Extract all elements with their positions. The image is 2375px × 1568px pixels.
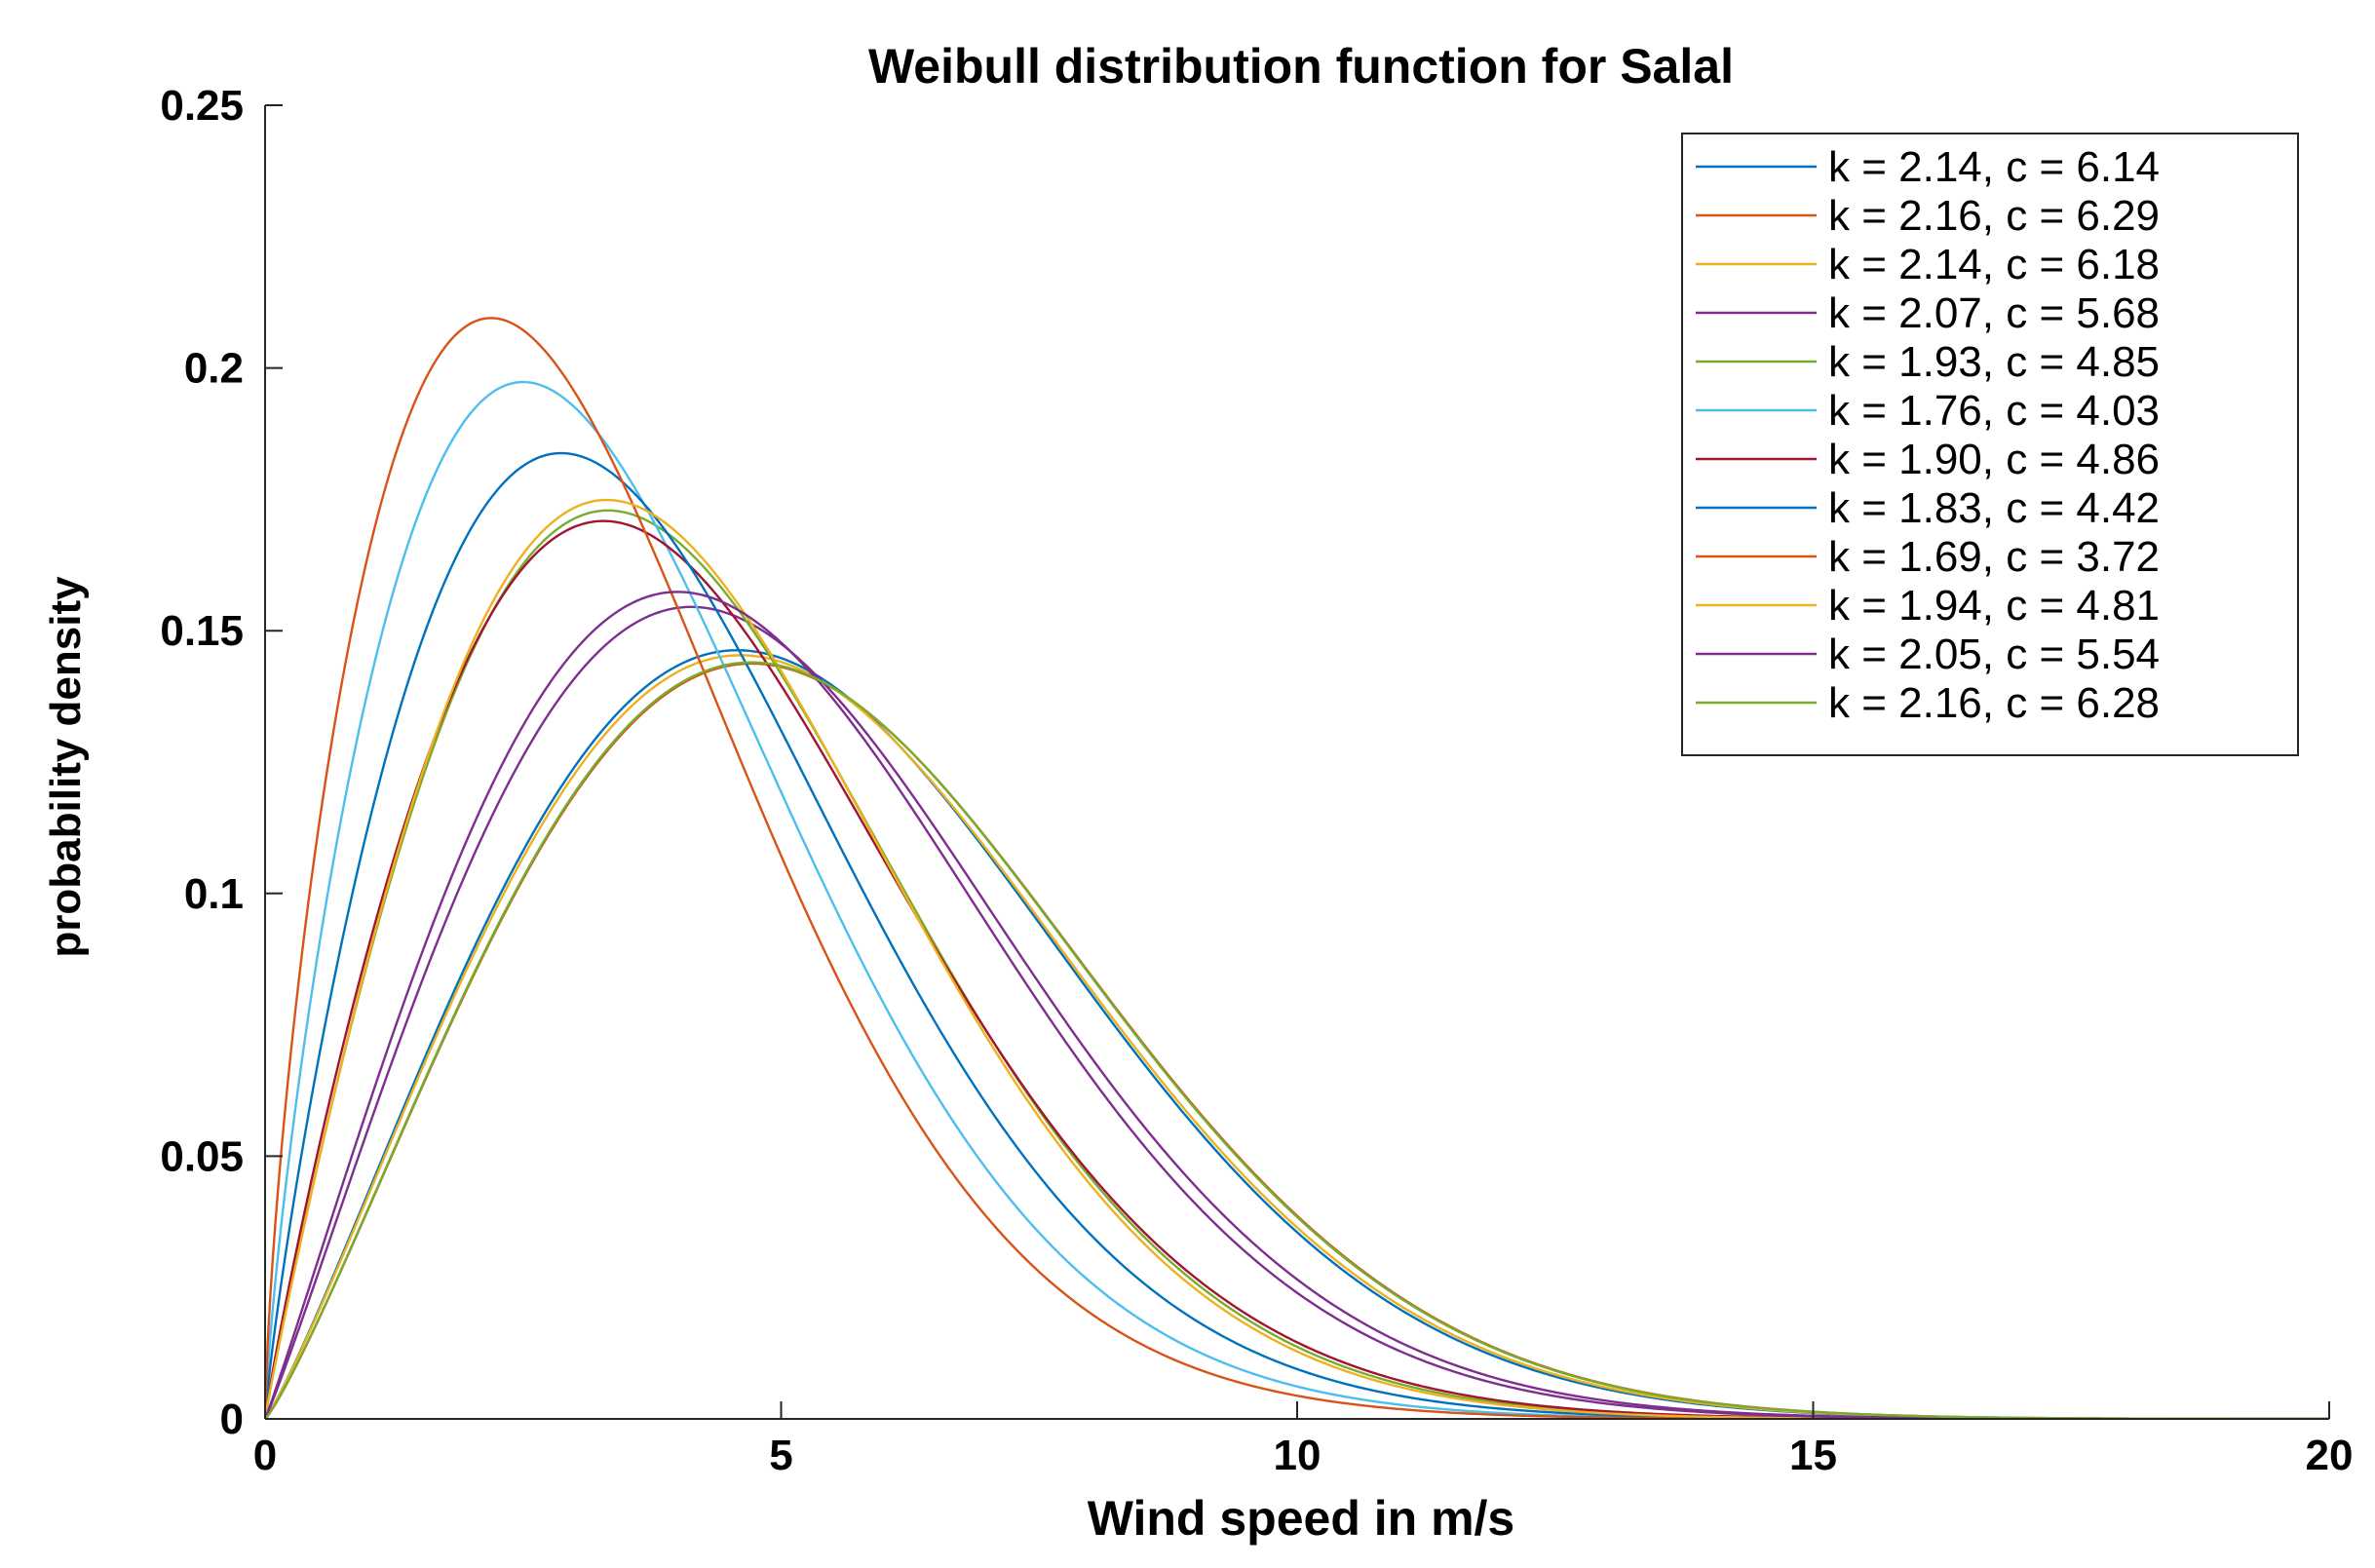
y-axis-label: probability density: [42, 576, 90, 958]
x-axis: 0 5 10 15 20: [253, 1401, 2354, 1479]
x-tick-label: 5: [769, 1432, 792, 1479]
x-axis-label: Wind speed in m/s: [1088, 1491, 1515, 1546]
legend-entry: k = 2.14, c = 6.18: [1828, 241, 2160, 288]
legend-box: [1681, 133, 2299, 756]
y-tick-label: 0.25: [160, 82, 244, 130]
legend-entry: k = 1.76, c = 4.03: [1828, 387, 2160, 435]
x-tick-label: 10: [1274, 1432, 1322, 1479]
x-tick-label: 0: [253, 1432, 277, 1479]
x-tick-label: 15: [1789, 1432, 1837, 1479]
x-tick-label: 20: [2306, 1432, 2354, 1479]
legend-entry: k = 2.16, c = 6.29: [1828, 192, 2160, 240]
legend-entry: k = 1.93, c = 4.85: [1828, 338, 2160, 386]
chart-title: Weibull distribution function for Salal: [868, 39, 1734, 94]
y-tick-label: 0.05: [160, 1132, 244, 1180]
legend-entry: k = 2.14, c = 6.14: [1828, 143, 2160, 191]
legend-entry: k = 2.07, c = 5.68: [1828, 289, 2160, 337]
y-tick-label: 0: [220, 1396, 244, 1443]
y-tick-label: 0.1: [184, 870, 244, 918]
legend-entry: k = 1.83, c = 4.42: [1828, 484, 2160, 532]
legend-entry: k = 1.94, c = 4.81: [1828, 582, 2160, 630]
legend-entry: k = 2.16, c = 6.28: [1828, 679, 2160, 727]
legend-entry: k = 1.69, c = 3.72: [1828, 533, 2160, 581]
legend-entry: k = 1.90, c = 4.86: [1828, 436, 2160, 483]
series-line-12: [265, 661, 2329, 1419]
y-tick-label: 0.2: [184, 345, 244, 393]
y-axis: 0 0.05 0.1 0.15 0.2 0.25: [160, 82, 283, 1443]
y-tick-label: 0.15: [160, 607, 244, 655]
legend-entry: k = 2.05, c = 5.54: [1828, 631, 2160, 678]
legend: k = 2.14, c = 6.14k = 2.16, c = 6.29k = …: [1681, 133, 2299, 756]
